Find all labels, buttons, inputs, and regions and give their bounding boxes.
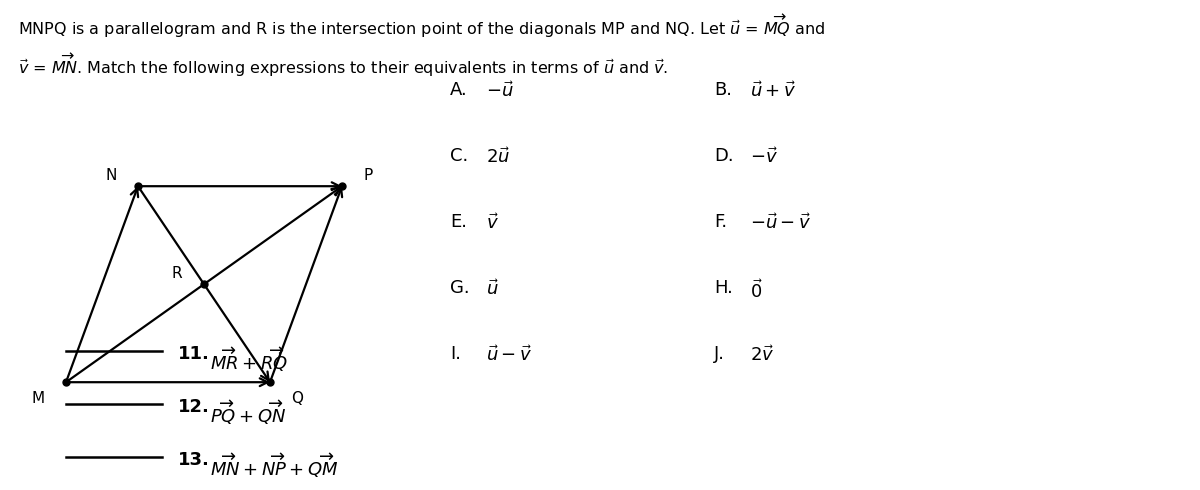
Text: $\vec{0}$: $\vec{0}$ <box>750 279 763 302</box>
Text: 12.: 12. <box>178 398 210 416</box>
Text: A.: A. <box>450 81 468 99</box>
Text: $2\vec{u}$: $2\vec{u}$ <box>486 147 510 167</box>
Text: N: N <box>106 168 116 183</box>
Text: F.: F. <box>714 213 727 231</box>
Text: $-\vec{u}-\vec{v}$: $-\vec{u}-\vec{v}$ <box>750 213 811 233</box>
Text: $\overrightarrow{MR}+\overrightarrow{RQ}$: $\overrightarrow{MR}+\overrightarrow{RQ}… <box>210 345 288 374</box>
Text: M: M <box>31 391 44 406</box>
Text: E.: E. <box>450 213 467 231</box>
Text: $-\vec{v}$: $-\vec{v}$ <box>750 147 778 167</box>
Text: 11.: 11. <box>178 345 210 364</box>
Text: P: P <box>364 168 373 183</box>
Text: J.: J. <box>714 345 725 364</box>
Text: D.: D. <box>714 147 733 165</box>
Text: B.: B. <box>714 81 732 99</box>
Text: $\vec{v}$ = $\overrightarrow{MN}$. Match the following expressions to their equi: $\vec{v}$ = $\overrightarrow{MN}$. Match… <box>18 51 668 79</box>
Text: MNPQ is a parallelogram and R is the intersection point of the diagonals MP and : MNPQ is a parallelogram and R is the int… <box>18 12 826 40</box>
Text: $2\vec{v}$: $2\vec{v}$ <box>750 345 774 366</box>
Text: 13.: 13. <box>178 451 210 469</box>
Text: R: R <box>172 266 182 281</box>
Text: C.: C. <box>450 147 468 165</box>
Text: $\vec{v}$: $\vec{v}$ <box>486 213 499 233</box>
Text: I.: I. <box>450 345 461 364</box>
Text: $\vec{u}$: $\vec{u}$ <box>486 279 499 299</box>
Text: $\vec{u}-\vec{v}$: $\vec{u}-\vec{v}$ <box>486 345 533 366</box>
Text: $\vec{u}+\vec{v}$: $\vec{u}+\vec{v}$ <box>750 81 797 101</box>
Text: $-\vec{u}$: $-\vec{u}$ <box>486 81 514 101</box>
Text: Q: Q <box>292 391 304 406</box>
Text: $\overrightarrow{MN}+\overrightarrow{NP}+\overrightarrow{QM}$: $\overrightarrow{MN}+\overrightarrow{NP}… <box>210 451 338 480</box>
Text: H.: H. <box>714 279 733 297</box>
Text: G.: G. <box>450 279 469 297</box>
Text: $\overrightarrow{PQ}+\overrightarrow{QN}$: $\overrightarrow{PQ}+\overrightarrow{QN}… <box>210 398 287 427</box>
